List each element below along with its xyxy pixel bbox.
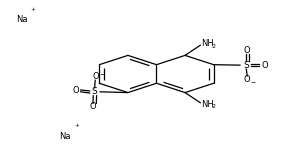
Text: S: S bbox=[91, 87, 97, 96]
Text: −: − bbox=[99, 71, 104, 76]
Text: O: O bbox=[261, 61, 268, 70]
Text: O: O bbox=[244, 75, 250, 84]
Text: −: − bbox=[251, 80, 256, 85]
Text: S: S bbox=[243, 61, 249, 70]
Text: O: O bbox=[243, 46, 250, 55]
Text: NH: NH bbox=[201, 39, 214, 48]
Text: NH: NH bbox=[201, 100, 214, 109]
Text: 2: 2 bbox=[212, 44, 216, 49]
Text: O: O bbox=[93, 72, 99, 81]
Text: Na: Na bbox=[59, 132, 71, 141]
Text: O: O bbox=[90, 102, 96, 111]
Text: Na: Na bbox=[16, 15, 28, 24]
Text: O: O bbox=[72, 86, 79, 95]
Text: +: + bbox=[31, 7, 35, 12]
Text: 2: 2 bbox=[212, 104, 216, 109]
Text: +: + bbox=[74, 124, 79, 128]
